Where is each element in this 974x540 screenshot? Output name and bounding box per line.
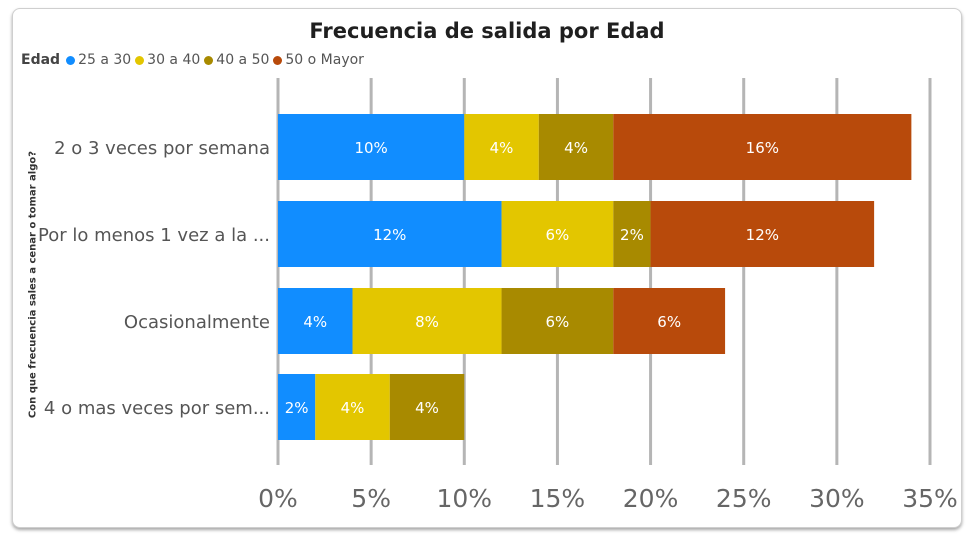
x-tick-label: 5%: [351, 484, 391, 513]
x-tick-label: 15%: [530, 484, 586, 513]
data-label: 4%: [415, 399, 439, 417]
data-label: 8%: [415, 313, 439, 331]
legend-title: Edad: [21, 52, 61, 68]
data-label: 16%: [746, 139, 779, 157]
bar-segment: [650, 201, 875, 267]
bar-segment: [315, 374, 390, 440]
bar-segment: [278, 201, 502, 267]
x-tick-label: 30%: [809, 484, 865, 513]
legend: Edad 25 a 30 30 a 40 40 a 50 50 o Mayor: [21, 52, 368, 68]
legend-item-40-50[interactable]: 40 a 50: [204, 52, 269, 68]
bar-segment: [278, 374, 316, 440]
data-label: 6%: [546, 313, 570, 331]
legend-dot-icon: [135, 55, 145, 65]
legend-dot-icon: [66, 55, 76, 65]
bar-segment: [352, 288, 502, 354]
bar-segment: [501, 201, 614, 267]
legend-item-30-40[interactable]: 30 a 40: [135, 52, 200, 68]
legend-label: 25 a 30: [78, 52, 132, 68]
data-label: 10%: [354, 139, 387, 157]
legend-label: 30 a 40: [147, 52, 201, 68]
x-tick-label: 0%: [258, 484, 298, 513]
x-tick-label: 20%: [623, 484, 679, 513]
data-label: 4%: [564, 139, 588, 157]
bar-segment: [538, 114, 614, 180]
data-label: 12%: [373, 226, 406, 244]
legend-item-50-mayor[interactable]: 50 o Mayor: [273, 52, 364, 68]
data-label: 4%: [490, 139, 514, 157]
bar-segment: [613, 288, 726, 354]
category-label: Ocasionalmente: [124, 312, 270, 333]
bar-segment: [278, 114, 465, 180]
chart-card: Frecuencia de salida por Edad Edad 25 a …: [12, 8, 962, 528]
bar-segment: [464, 114, 539, 180]
x-tick-label: 35%: [902, 484, 958, 513]
data-label: 4%: [303, 313, 327, 331]
legend-dot-icon: [204, 55, 214, 65]
legend-item-25-30[interactable]: 25 a 30: [66, 52, 131, 68]
legend-dot-icon: [273, 55, 283, 65]
x-tick-label: 25%: [716, 484, 772, 513]
bar-segment: [613, 201, 651, 267]
category-label: Por lo menos 1 vez a la ...: [38, 225, 270, 246]
bar-segment: [613, 114, 912, 180]
chart-title: Frecuencia de salida por Edad: [309, 19, 665, 43]
data-label: 4%: [341, 399, 365, 417]
data-label: 2%: [620, 226, 644, 244]
category-label: 2 o 3 veces por semana: [54, 138, 270, 159]
data-label: 6%: [657, 313, 681, 331]
bar-segment: [389, 374, 465, 440]
data-label: 12%: [746, 226, 779, 244]
legend-label: 40 a 50: [216, 52, 270, 68]
data-label: 6%: [546, 226, 570, 244]
x-tick-label: 10%: [436, 484, 492, 513]
legend-label: 50 o Mayor: [285, 52, 364, 68]
bar-segment: [278, 288, 353, 354]
data-label: 2%: [285, 399, 309, 417]
category-label: 4 o mas veces por sem...: [44, 398, 270, 419]
bar-segment: [501, 288, 614, 354]
